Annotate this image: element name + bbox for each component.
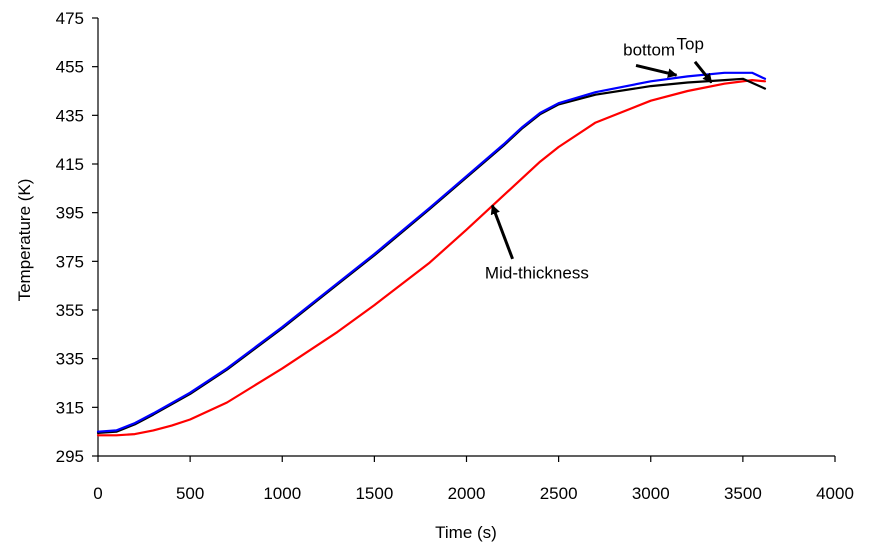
axes: 0 500 1000 1500 2000 2500 3000 3500 4000 295 315 33… — [56, 9, 854, 503]
x-tick-label: 4000 — [816, 484, 854, 503]
y-tick-label: 435 — [56, 106, 84, 125]
annotations: bottom Top Mid-thickness — [485, 35, 713, 282]
annotation-arrow — [693, 60, 713, 84]
y-tick-label: 295 — [56, 447, 84, 466]
annotation-arrow — [490, 204, 514, 260]
x-tick-label: 3000 — [632, 484, 670, 503]
series-layer — [96, 71, 767, 437]
y-tick-label: 355 — [56, 301, 84, 320]
y-tick-label: 375 — [56, 252, 84, 271]
annotation-label: bottom — [623, 41, 675, 60]
series-line-2 — [96, 78, 767, 437]
annotation-arrow — [635, 63, 678, 78]
x-tick-label: 2000 — [448, 484, 486, 503]
annotation-label: Top — [677, 35, 704, 54]
y-axis-title: Temperature (K) — [15, 179, 34, 302]
y-tick-label: 415 — [56, 155, 84, 174]
y-tick-label: 475 — [56, 9, 84, 28]
x-tick-label: 1000 — [263, 484, 301, 503]
y-tick-label: 335 — [56, 350, 84, 369]
x-tick-label: 2500 — [540, 484, 578, 503]
y-tick-label: 455 — [56, 58, 84, 77]
y-tick-label: 315 — [56, 398, 84, 417]
annotation-label: Mid-thickness — [485, 263, 589, 282]
series-line-0 — [96, 71, 767, 433]
series-line-1 — [96, 77, 767, 434]
x-axis-title: Time (s) — [435, 523, 497, 542]
x-tick-label: 500 — [176, 484, 204, 503]
x-tick-label: 3500 — [724, 484, 762, 503]
y-tick-label: 395 — [56, 204, 84, 223]
x-tick-label: 1500 — [355, 484, 393, 503]
x-tick-label: 0 — [93, 484, 102, 503]
